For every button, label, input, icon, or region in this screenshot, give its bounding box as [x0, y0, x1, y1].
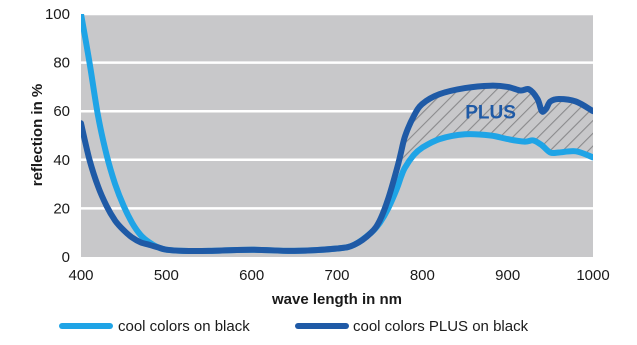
y-tick-label: 40	[53, 152, 70, 169]
x-axis-title: wave length in nm	[271, 291, 402, 308]
y-tick-label: 60	[53, 103, 70, 120]
legend-label-plus: cool colors PLUS on black	[353, 318, 529, 335]
x-tick-label: 400	[68, 267, 93, 284]
x-tick-labels: 400 500 600 700 800 900 1000	[68, 267, 609, 284]
x-tick-label: 500	[154, 267, 179, 284]
plus-annotation: PLUS	[465, 102, 516, 123]
plus-hatched-area	[401, 85, 593, 177]
y-tick-label: 80	[53, 55, 70, 72]
series-line-cool-colors-plus	[81, 82, 593, 255]
y-axis-title: reflection in %	[29, 84, 46, 187]
legend: cool colors on black cool colors PLUS on…	[59, 318, 529, 335]
y-tick-label: 0	[62, 249, 70, 266]
x-tick-label: 600	[239, 267, 264, 284]
x-tick-label: 1000	[576, 267, 609, 284]
legend-label-cool: cool colors on black	[118, 318, 250, 335]
y-tick-label: 100	[45, 6, 70, 23]
series-lines	[81, 14, 593, 255]
y-tick-label: 20	[53, 200, 70, 217]
x-tick-label: 900	[495, 267, 520, 284]
x-tick-label: 800	[410, 267, 435, 284]
x-tick-label: 700	[324, 267, 349, 284]
y-tick-labels: 0 20 40 60 80 100	[45, 6, 70, 266]
